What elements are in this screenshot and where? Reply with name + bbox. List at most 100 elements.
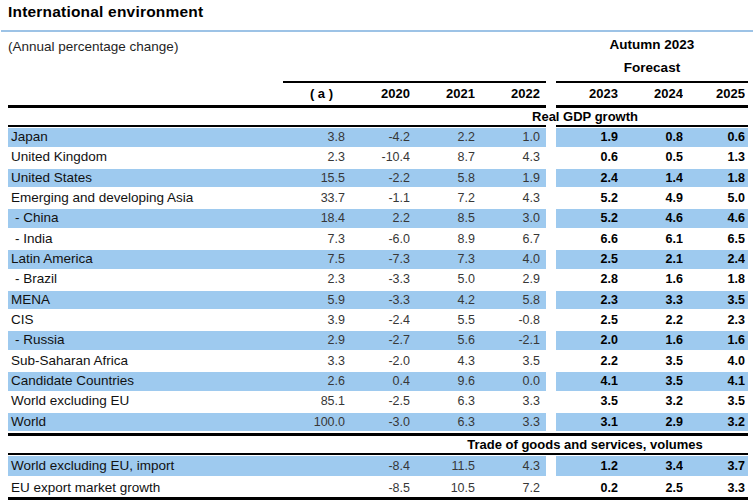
row-label: MENA: [8, 291, 278, 310]
row-band-right: 3.12.93.2: [556, 413, 748, 432]
row-band-left: Japan3.8-4.22.21.0: [8, 128, 546, 147]
row-band-left: EU export market growth-8.510.57.2: [8, 478, 546, 498]
column-header-a: ( a ): [278, 85, 345, 104]
row-band-right: 1.23.43.7: [556, 456, 748, 476]
column-gap: [546, 209, 556, 228]
cell-2021: 8.9: [410, 230, 475, 249]
table-row: EU export market growth-8.510.57.20.22.5…: [8, 478, 748, 500]
row-label: World excluding EU: [8, 392, 278, 411]
header-top-rule-right: [556, 81, 748, 83]
cell-2020: -7.3: [345, 250, 410, 269]
cell-2021: 5.5: [410, 311, 475, 330]
column-gap: [546, 456, 556, 476]
row-band-right: 2.33.33.5: [556, 291, 748, 310]
column-gap: [546, 250, 556, 269]
cell-2024: 3.5: [618, 372, 683, 391]
cell-2021: 6.3: [410, 413, 475, 432]
cell-2023: 4.1: [556, 372, 618, 391]
section-divider-rule: [8, 433, 748, 436]
row-label: Japan: [8, 128, 278, 147]
row-band-right: 2.41.41.8: [556, 169, 748, 188]
cell-2024: 6.1: [618, 230, 683, 249]
row-label: - China: [8, 209, 278, 228]
header-band-left: ( a )202020212022: [8, 85, 546, 104]
row-band-left: MENA5.9-3.34.25.8: [8, 291, 546, 310]
cell-2025: 2.3: [683, 311, 745, 330]
cell-2020: -10.4: [345, 148, 410, 167]
cell-a: 3.3: [278, 352, 345, 371]
cell-2023: 2.5: [556, 250, 618, 269]
cell-2022: 4.3: [475, 456, 540, 476]
header-spacer: [8, 85, 278, 104]
cell-2024: 3.5: [618, 352, 683, 371]
cell-a: 7.5: [278, 250, 345, 269]
cell-2023: 3.5: [556, 392, 618, 411]
cell-2020: -2.5: [345, 392, 410, 411]
row-band-left: CIS3.9-2.45.5-0.8: [8, 311, 546, 330]
cell-2025: 3.5: [683, 291, 745, 310]
title-underline: [1, 30, 753, 32]
table-row: United States15.5-2.25.81.9 2.41.41.8: [8, 169, 748, 189]
table-row: Emerging and developing Asia33.7-1.17.24…: [8, 189, 748, 209]
cell-a: [278, 478, 345, 498]
table-row: Latin America7.5-7.37.34.02.52.12.4: [8, 250, 748, 270]
cell-2020: -3.3: [345, 291, 410, 310]
row-label: United Kingdom: [8, 148, 278, 167]
table-row: CIS3.9-2.45.5-0.8 2.52.22.3: [8, 311, 748, 331]
column-gap: [546, 352, 556, 371]
document-page: International environment (Annual percen…: [0, 0, 756, 502]
cell-2022: 6.7: [475, 230, 540, 249]
page-title: International environment: [8, 3, 203, 21]
cell-2024: 0.8: [618, 128, 683, 147]
row-label: World: [8, 413, 278, 432]
row-label: Candidate Countries: [8, 372, 278, 391]
column-gap: [546, 331, 556, 350]
cell-2025: 0.6: [683, 128, 745, 147]
header-band-right: 202320242025: [556, 85, 748, 104]
section-title-trade-volumes: Trade of goods and services, volumes: [422, 437, 748, 452]
cell-a: 5.9: [278, 291, 345, 310]
gdp-growth-rows: Japan3.8-4.22.21.0 1.90.80.6 United Kingdo…: [8, 128, 748, 433]
column-gap: [546, 148, 556, 167]
cell-2020: -2.2: [345, 169, 410, 188]
cell-2021: 9.6: [410, 372, 475, 391]
row-band-right: 2.52.22.3: [556, 311, 748, 330]
column-gap: [546, 270, 556, 289]
cell-a: 2.6: [278, 372, 345, 391]
column-header-2023: 2023: [556, 85, 618, 104]
column-gap: [546, 311, 556, 330]
cell-a: 85.1: [278, 392, 345, 411]
column-gap: [546, 478, 556, 498]
row-band-right: 2.01.61.6: [556, 331, 748, 350]
cell-a: 18.4: [278, 209, 345, 228]
column-header-2020: 2020: [345, 85, 410, 104]
row-band-left: United Kingdom2.3-10.48.74.3: [8, 148, 546, 167]
row-band-left: United States15.5-2.25.81.9: [8, 169, 546, 188]
cell-2025: 3.7: [683, 456, 745, 476]
row-label: World excluding EU, import: [8, 456, 278, 476]
cell-2023: 2.4: [556, 169, 618, 188]
cell-2023: 2.8: [556, 270, 618, 289]
cell-2023: 1.9: [556, 128, 618, 147]
cell-2024: 2.1: [618, 250, 683, 269]
cell-2020: -8.4: [345, 456, 410, 476]
column-gap: [546, 230, 556, 249]
cell-2023: 5.2: [556, 189, 618, 208]
cell-2023: 2.2: [556, 352, 618, 371]
cell-2025: 3.2: [683, 413, 745, 432]
cell-2021: 7.3: [410, 250, 475, 269]
section-title-real-gdp-growth: Real GDP growth: [422, 109, 748, 124]
cell-2021: 4.2: [410, 291, 475, 310]
trade-header-rule: [8, 453, 748, 455]
row-band-left: Sub-Saharan Africa3.3-2.04.33.5: [8, 352, 546, 371]
column-header-2022: 2022: [475, 85, 540, 104]
subtitle: (Annual percentage change): [8, 39, 178, 54]
row-band-right: 1.90.80.6: [556, 128, 748, 147]
cell-2023: 3.1: [556, 413, 618, 432]
row-band-left: - Brazil2.3-3.35.02.9: [8, 270, 546, 289]
cell-2021: 8.7: [410, 148, 475, 167]
cell-a: 2.9: [278, 331, 345, 350]
cell-2022: 2.9: [475, 270, 540, 289]
row-band-left: - China18.42.28.53.0: [8, 209, 546, 228]
cell-2023: 0.2: [556, 478, 618, 498]
